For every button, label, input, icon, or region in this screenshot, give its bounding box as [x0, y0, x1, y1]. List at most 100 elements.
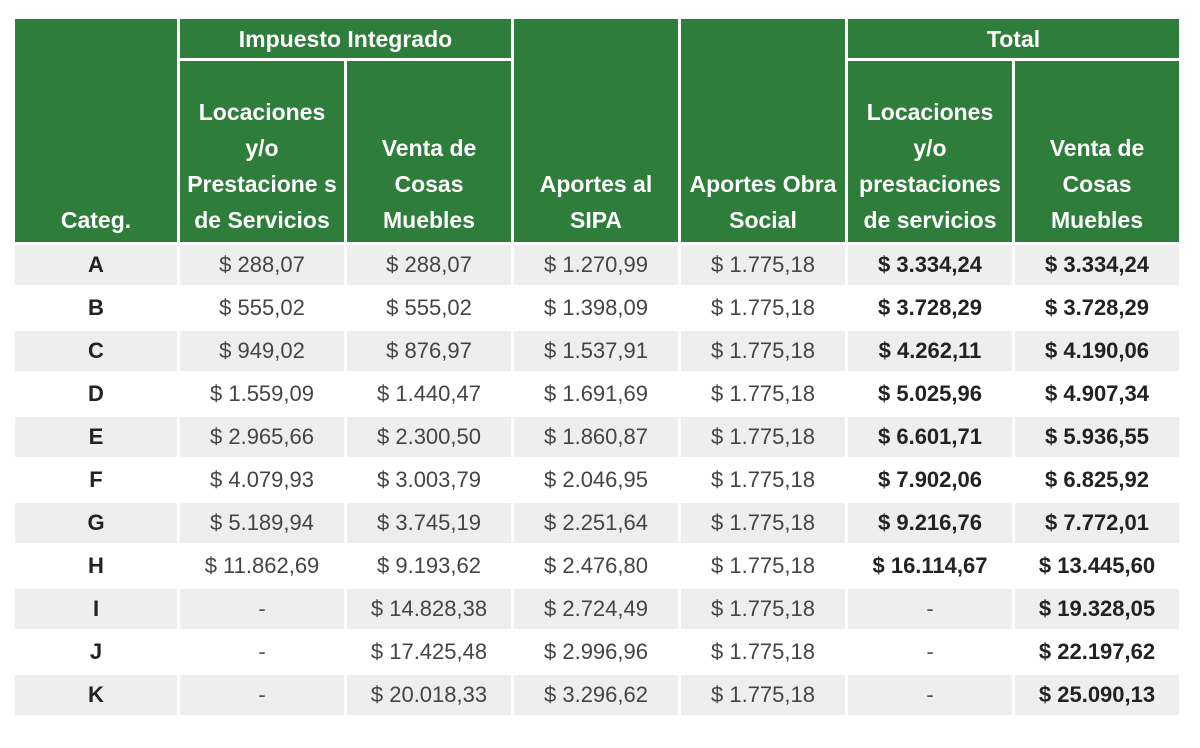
table-row: H $ 11.862,69 $ 9.193,62 $ 2.476,80 $ 1.775,…: [15, 546, 1180, 586]
table-row: J - $ 17.425,48 $ 2.996,96 $ 1.775,18- $ 22.1…: [15, 632, 1180, 672]
cell-total-venta: $ 4.907,34: [1015, 374, 1180, 414]
table-body: A $ 288,07 $ 288,07 $ 1.270,99 $ 1.775,18 $ 3…: [15, 245, 1180, 715]
cell-total-venta: $ 3.334,24: [1015, 245, 1180, 285]
header-ii-venta: Venta de Cosas Muebles: [347, 61, 511, 242]
cell-total-locaciones: $ 6.601,71: [848, 417, 1012, 457]
cell-categ: F: [15, 460, 177, 500]
cell-ii-venta: $ 288,07: [347, 245, 511, 285]
cell-ii-venta: $ 3.745,19: [347, 503, 511, 543]
cell-total-locaciones: -: [848, 632, 1012, 672]
cell-total-venta: $ 7.772,01: [1015, 503, 1180, 543]
cell-total-locaciones: $ 16.114,67: [848, 546, 1012, 586]
cell-ii-locaciones: -: [180, 675, 344, 715]
table-row: A $ 288,07 $ 288,07 $ 1.270,99 $ 1.775,18 $ 3…: [15, 245, 1180, 285]
monotributo-table-container: Categ. Impuesto Integrado Aportes al SIP…: [12, 16, 1180, 718]
cell-ii-locaciones: $ 288,07: [180, 245, 344, 285]
cell-categ: C: [15, 331, 177, 371]
cell-ii-venta: $ 555,02: [347, 288, 511, 328]
table-row: C $ 949,02 $ 876,97 $ 1.537,91 $ 1.775,18 $ 4…: [15, 331, 1180, 371]
cell-total-venta: $ 3.728,29: [1015, 288, 1180, 328]
cell-total-locaciones: $ 3.728,29: [848, 288, 1012, 328]
header-total-locaciones: Locaciones y/o prestaciones de servicios: [848, 61, 1012, 242]
monotributo-table: Categ. Impuesto Integrado Aportes al SIP…: [12, 16, 1182, 718]
cell-aportes-obra-social: $ 1.775,18: [681, 331, 845, 371]
cell-total-locaciones: -: [848, 675, 1012, 715]
cell-total-venta: $ 6.825,92: [1015, 460, 1180, 500]
cell-aportes-obra-social: $ 1.775,18: [681, 374, 845, 414]
cell-categ: I: [15, 589, 177, 629]
table-row: F $ 4.079,93 $ 3.003,79 $ 2.046,95 $ 1.775,1…: [15, 460, 1180, 500]
cell-total-locaciones: $ 4.262,11: [848, 331, 1012, 371]
cell-categ: K: [15, 675, 177, 715]
cell-categ: B: [15, 288, 177, 328]
cell-total-venta: $ 19.328,05: [1015, 589, 1180, 629]
cell-ii-locaciones: -: [180, 632, 344, 672]
cell-ii-locaciones: $ 949,02: [180, 331, 344, 371]
cell-aportes-sipa: $ 2.996,96: [514, 632, 678, 672]
cell-total-locaciones: $ 3.334,24: [848, 245, 1012, 285]
cell-categ: J: [15, 632, 177, 672]
header-categ: Categ.: [15, 19, 177, 242]
table-row: D $ 1.559,09 $ 1.440,47 $ 1.691,69 $ 1.775,1…: [15, 374, 1180, 414]
cell-ii-venta: $ 876,97: [347, 331, 511, 371]
table-row: B $ 555,02 $ 555,02 $ 1.398,09 $ 1.775,18 $ 3…: [15, 288, 1180, 328]
cell-categ: D: [15, 374, 177, 414]
cell-total-venta: $ 4.190,06: [1015, 331, 1180, 371]
cell-total-locaciones: $ 5.025,96: [848, 374, 1012, 414]
cell-ii-venta: $ 14.828,38: [347, 589, 511, 629]
cell-aportes-obra-social: $ 1.775,18: [681, 288, 845, 328]
table-row: K - $ 20.018,33 $ 3.296,62 $ 1.775,18- $ 25.0…: [15, 675, 1180, 715]
header-aportes-obra-social: Aportes Obra Social: [681, 19, 845, 242]
header-total-venta: Venta de Cosas Muebles: [1015, 61, 1180, 242]
cell-ii-venta: $ 1.440,47: [347, 374, 511, 414]
cell-categ: A: [15, 245, 177, 285]
cell-ii-venta: $ 9.193,62: [347, 546, 511, 586]
table-row: E $ 2.965,66 $ 2.300,50 $ 1.860,87 $ 1.775,1…: [15, 417, 1180, 457]
cell-ii-venta: $ 2.300,50: [347, 417, 511, 457]
header-aportes-sipa: Aportes al SIPA: [514, 19, 678, 242]
table-row: G $ 5.189,94 $ 3.745,19 $ 2.251,64 $ 1.775,1…: [15, 503, 1180, 543]
cell-aportes-sipa: $ 3.296,62: [514, 675, 678, 715]
cell-aportes-obra-social: $ 1.775,18: [681, 245, 845, 285]
cell-aportes-sipa: $ 2.046,95: [514, 460, 678, 500]
cell-total-locaciones: -: [848, 589, 1012, 629]
cell-aportes-sipa: $ 1.537,91: [514, 331, 678, 371]
cell-ii-locaciones: $ 4.079,93: [180, 460, 344, 500]
cell-aportes-obra-social: $ 1.775,18: [681, 546, 845, 586]
cell-categ: H: [15, 546, 177, 586]
cell-aportes-sipa: $ 1.398,09: [514, 288, 678, 328]
table-header: Categ. Impuesto Integrado Aportes al SIP…: [15, 19, 1180, 242]
cell-total-venta: $ 25.090,13: [1015, 675, 1180, 715]
header-impuesto-integrado: Impuesto Integrado: [180, 19, 511, 58]
cell-ii-locaciones: $ 1.559,09: [180, 374, 344, 414]
cell-aportes-obra-social: $ 1.775,18: [681, 460, 845, 500]
cell-ii-venta: $ 20.018,33: [347, 675, 511, 715]
cell-ii-locaciones: $ 11.862,69: [180, 546, 344, 586]
cell-aportes-obra-social: $ 1.775,18: [681, 503, 845, 543]
cell-ii-venta: $ 17.425,48: [347, 632, 511, 672]
cell-aportes-sipa: $ 1.270,99: [514, 245, 678, 285]
cell-ii-locaciones: $ 555,02: [180, 288, 344, 328]
cell-aportes-sipa: $ 1.860,87: [514, 417, 678, 457]
cell-categ: E: [15, 417, 177, 457]
cell-ii-venta: $ 3.003,79: [347, 460, 511, 500]
cell-aportes-sipa: $ 2.251,64: [514, 503, 678, 543]
cell-aportes-sipa: $ 1.691,69: [514, 374, 678, 414]
cell-aportes-obra-social: $ 1.775,18: [681, 589, 845, 629]
cell-total-venta: $ 13.445,60: [1015, 546, 1180, 586]
table-row: I - $ 14.828,38 $ 2.724,49 $ 1.775,18- $ 19.3…: [15, 589, 1180, 629]
cell-total-locaciones: $ 7.902,06: [848, 460, 1012, 500]
header-total: Total: [848, 19, 1180, 58]
cell-aportes-sipa: $ 2.724,49: [514, 589, 678, 629]
cell-total-locaciones: $ 9.216,76: [848, 503, 1012, 543]
cell-ii-locaciones: $ 5.189,94: [180, 503, 344, 543]
cell-aportes-sipa: $ 2.476,80: [514, 546, 678, 586]
cell-total-venta: $ 22.197,62: [1015, 632, 1180, 672]
header-ii-locaciones: Locaciones y/o Prestacione s de Servicio…: [180, 61, 344, 242]
cell-aportes-obra-social: $ 1.775,18: [681, 675, 845, 715]
cell-aportes-obra-social: $ 1.775,18: [681, 417, 845, 457]
cell-ii-locaciones: $ 2.965,66: [180, 417, 344, 457]
cell-ii-locaciones: -: [180, 589, 344, 629]
cell-aportes-obra-social: $ 1.775,18: [681, 632, 845, 672]
cell-total-venta: $ 5.936,55: [1015, 417, 1180, 457]
